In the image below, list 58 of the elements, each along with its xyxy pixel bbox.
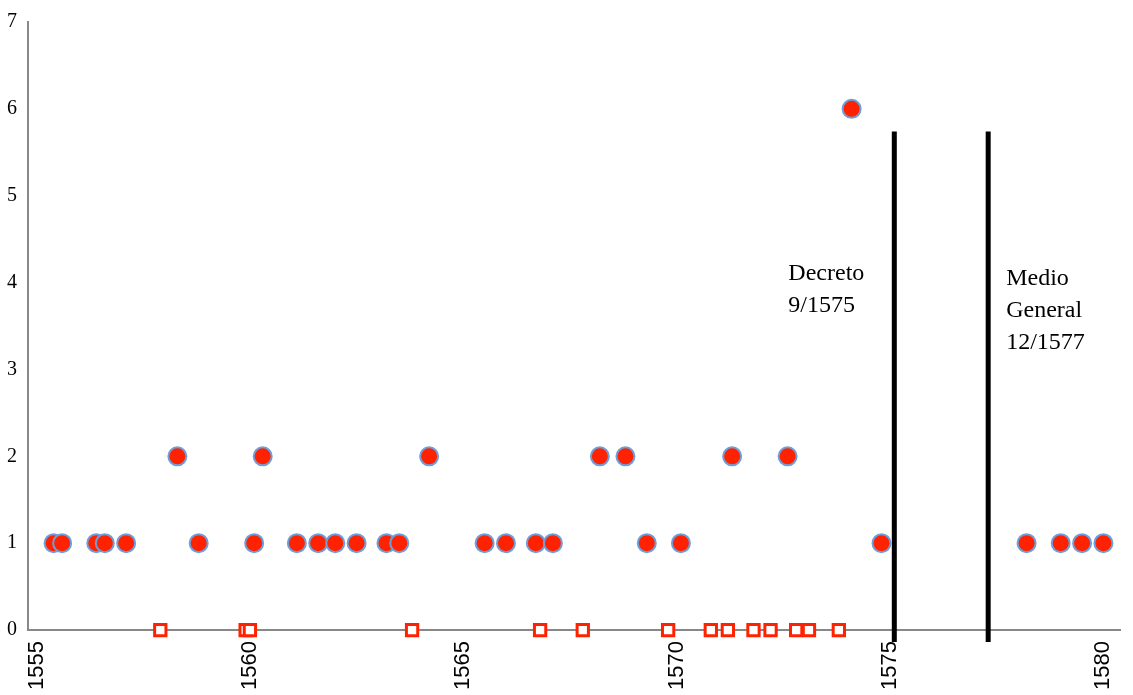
point bbox=[474, 533, 495, 554]
x-tick-label: 1555 bbox=[22, 641, 48, 691]
point bbox=[325, 533, 346, 554]
point bbox=[419, 446, 440, 467]
point bbox=[188, 533, 209, 554]
x-tick-label: 1580 bbox=[1089, 641, 1115, 691]
point bbox=[404, 622, 420, 638]
point bbox=[777, 446, 798, 467]
point bbox=[703, 622, 718, 638]
point bbox=[575, 622, 590, 638]
point bbox=[286, 533, 307, 554]
x-tick-label: 1575 bbox=[876, 641, 902, 691]
point bbox=[1050, 533, 1071, 554]
point bbox=[52, 533, 73, 554]
point bbox=[116, 533, 137, 554]
point bbox=[720, 622, 736, 638]
point bbox=[871, 533, 892, 554]
point bbox=[670, 533, 691, 554]
point bbox=[1093, 533, 1114, 554]
point bbox=[542, 533, 563, 554]
y-tick-label: 5 bbox=[7, 182, 17, 205]
point bbox=[841, 98, 862, 119]
point bbox=[244, 533, 265, 554]
point bbox=[1016, 533, 1037, 554]
point bbox=[252, 446, 273, 467]
y-tick-label: 6 bbox=[7, 96, 17, 119]
point bbox=[722, 446, 743, 467]
y-tick-label: 0 bbox=[7, 617, 17, 640]
y-tick-label: 3 bbox=[7, 356, 17, 379]
point bbox=[801, 622, 817, 638]
point bbox=[308, 533, 329, 554]
point bbox=[789, 622, 804, 638]
x-tick-label: 1565 bbox=[449, 641, 475, 691]
y-tick-label: 2 bbox=[7, 443, 17, 466]
ref-line-label: Decreto 9/1575 bbox=[788, 259, 865, 318]
point bbox=[153, 622, 168, 638]
point bbox=[525, 533, 546, 554]
point bbox=[1072, 533, 1093, 554]
point bbox=[532, 622, 548, 638]
y-tick-label: 1 bbox=[7, 530, 17, 553]
ref-line-label: Medio General 12/1577 bbox=[1006, 263, 1085, 354]
point bbox=[831, 622, 846, 638]
point bbox=[346, 533, 367, 554]
point bbox=[746, 622, 761, 638]
x-tick-label: 1560 bbox=[235, 641, 261, 691]
point bbox=[589, 446, 610, 467]
point bbox=[660, 622, 676, 638]
y-tick-label: 7 bbox=[7, 9, 17, 32]
y-tick-label: 4 bbox=[7, 269, 17, 292]
point bbox=[94, 533, 115, 554]
point bbox=[242, 622, 258, 638]
point bbox=[167, 446, 188, 467]
point bbox=[495, 533, 516, 554]
point bbox=[389, 533, 410, 554]
x-tick-label: 1570 bbox=[662, 641, 688, 691]
point bbox=[615, 446, 636, 467]
point bbox=[636, 533, 657, 554]
point bbox=[763, 622, 778, 638]
